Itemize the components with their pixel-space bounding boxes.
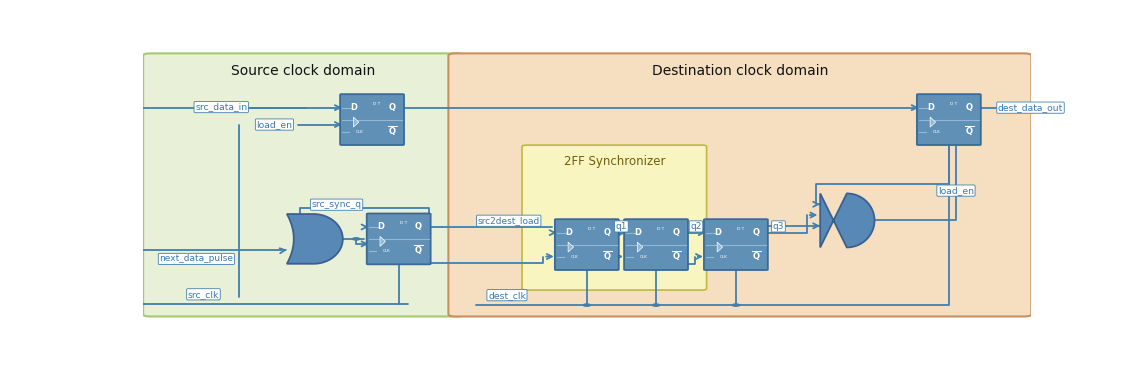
FancyBboxPatch shape bbox=[366, 214, 431, 264]
FancyBboxPatch shape bbox=[143, 54, 464, 317]
Polygon shape bbox=[380, 237, 386, 246]
Text: Q: Q bbox=[752, 228, 759, 237]
Text: CLK: CLK bbox=[640, 255, 648, 259]
Text: load_en: load_en bbox=[938, 186, 974, 195]
Text: D: D bbox=[350, 103, 357, 112]
Text: Q: Q bbox=[416, 246, 423, 255]
Text: src_clk: src_clk bbox=[188, 290, 219, 299]
Text: q3: q3 bbox=[773, 222, 784, 231]
Text: dest_data_out: dest_data_out bbox=[998, 103, 1063, 112]
Text: src_data_in: src_data_in bbox=[195, 103, 247, 111]
Text: D T: D T bbox=[373, 102, 380, 106]
Text: Source clock domain: Source clock domain bbox=[231, 63, 376, 77]
Text: src_sync_q: src_sync_q bbox=[311, 200, 362, 209]
Text: Q: Q bbox=[965, 103, 972, 112]
Text: load_en: load_en bbox=[256, 120, 292, 129]
Text: Q: Q bbox=[603, 252, 610, 261]
Polygon shape bbox=[354, 117, 358, 127]
Text: Q: Q bbox=[672, 228, 679, 237]
Text: D T: D T bbox=[950, 102, 957, 106]
Polygon shape bbox=[717, 242, 722, 252]
Text: dest_clk: dest_clk bbox=[488, 291, 526, 300]
Text: CLK: CLK bbox=[720, 255, 728, 259]
Text: q1: q1 bbox=[616, 222, 627, 231]
Text: q2: q2 bbox=[690, 222, 702, 231]
Text: Q: Q bbox=[603, 228, 610, 237]
Circle shape bbox=[353, 238, 360, 240]
Text: CLK: CLK bbox=[356, 130, 364, 134]
Text: Q: Q bbox=[388, 127, 395, 136]
FancyBboxPatch shape bbox=[555, 219, 618, 270]
Text: Q: Q bbox=[965, 127, 972, 136]
Text: CLK: CLK bbox=[571, 255, 578, 259]
Text: CLK: CLK bbox=[933, 130, 941, 134]
FancyBboxPatch shape bbox=[917, 94, 981, 145]
Polygon shape bbox=[930, 117, 935, 127]
Text: D: D bbox=[566, 228, 572, 237]
Polygon shape bbox=[820, 193, 875, 248]
Circle shape bbox=[583, 304, 591, 306]
Text: Destination clock domain: Destination clock domain bbox=[652, 63, 828, 77]
Text: src2dest_load: src2dest_load bbox=[477, 216, 539, 225]
Text: D: D bbox=[714, 228, 721, 237]
Text: Q: Q bbox=[388, 103, 395, 112]
Text: Q: Q bbox=[752, 252, 759, 261]
Circle shape bbox=[653, 304, 660, 306]
Text: next_data_pulse: next_data_pulse bbox=[159, 255, 234, 263]
Text: CLK: CLK bbox=[382, 249, 390, 253]
Text: D: D bbox=[377, 223, 384, 231]
Polygon shape bbox=[568, 242, 574, 252]
Text: D T: D T bbox=[657, 227, 664, 231]
FancyBboxPatch shape bbox=[522, 145, 706, 290]
Text: D T: D T bbox=[589, 227, 595, 231]
Text: 2FF Synchronizer: 2FF Synchronizer bbox=[563, 155, 665, 168]
FancyBboxPatch shape bbox=[449, 54, 1032, 317]
FancyBboxPatch shape bbox=[704, 219, 768, 270]
Text: D: D bbox=[634, 228, 641, 237]
Circle shape bbox=[733, 304, 740, 306]
Text: D T: D T bbox=[400, 221, 408, 225]
Text: Q: Q bbox=[672, 252, 679, 261]
Text: Q: Q bbox=[416, 223, 423, 231]
Text: D: D bbox=[927, 103, 934, 112]
Text: D T: D T bbox=[737, 227, 744, 231]
FancyBboxPatch shape bbox=[340, 94, 404, 145]
Polygon shape bbox=[287, 214, 342, 264]
Polygon shape bbox=[638, 242, 642, 252]
FancyBboxPatch shape bbox=[624, 219, 688, 270]
